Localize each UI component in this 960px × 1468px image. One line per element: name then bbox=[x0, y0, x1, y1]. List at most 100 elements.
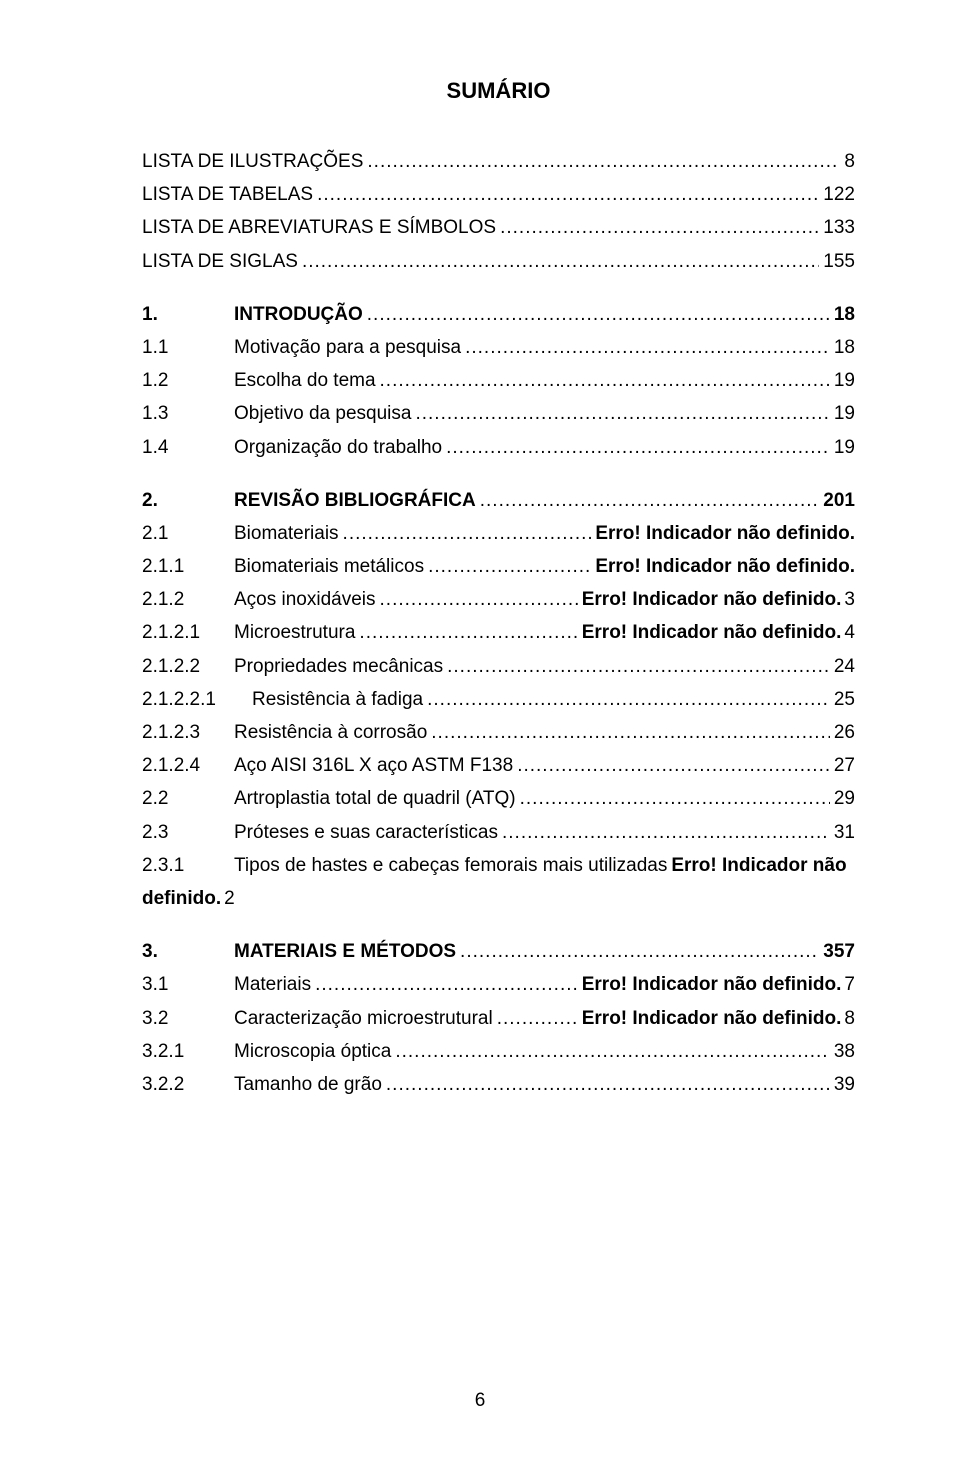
toc-leader bbox=[431, 723, 830, 742]
toc-line: LISTA DE ABREVIATURAS E SÍMBOLOS 133 bbox=[142, 218, 855, 237]
toc-entry-label: LISTA DE TABELAS bbox=[142, 185, 313, 204]
toc-line: 3.2Caracterização microestruturalErro! I… bbox=[142, 1009, 855, 1028]
toc-entry-label: Propriedades mecânicas bbox=[234, 657, 443, 676]
toc-line: 2.1.2.2.1Resistência à fadiga25 bbox=[142, 690, 855, 709]
toc-entry-number: 3. bbox=[142, 942, 234, 961]
toc-entry-number: 2.1.2.2.1 bbox=[142, 690, 252, 709]
toc-entry-error: Erro! Indicador não definido. bbox=[595, 557, 855, 576]
toc-entry-number: 2.1.2.4 bbox=[142, 756, 234, 775]
toc-leader bbox=[343, 524, 592, 543]
toc-line: LISTA DE ILUSTRAÇÕES8 bbox=[142, 152, 855, 171]
toc-entry-page: 27 bbox=[834, 756, 855, 775]
toc-entry-label: Escolha do tema bbox=[234, 371, 376, 390]
toc-entry-label: LISTA DE ABREVIATURAS E SÍMBOLOS bbox=[142, 218, 496, 237]
toc-leader bbox=[446, 438, 830, 457]
toc-entry-page: 19 bbox=[834, 404, 855, 423]
table-of-contents: LISTA DE ILUSTRAÇÕES8LISTA DE TABELAS122… bbox=[142, 152, 855, 1094]
toc-entry-tail: 4 bbox=[844, 623, 855, 642]
toc-entry-number: 3.1 bbox=[142, 975, 234, 994]
toc-entry-label: Microestrutura bbox=[234, 623, 355, 642]
toc-entry-number: 1.1 bbox=[142, 338, 234, 357]
document-page: SUMÁRIO LISTA DE ILUSTRAÇÕES8LISTA DE TA… bbox=[0, 0, 960, 1468]
toc-entry-number: 3.2 bbox=[142, 1009, 234, 1028]
toc-entry-label: Artroplastia total de quadril (ATQ) bbox=[234, 789, 516, 808]
toc-entry-label: Objetivo da pesquisa bbox=[234, 404, 411, 423]
toc-entry-page: 31 bbox=[834, 823, 855, 842]
toc-leader bbox=[465, 338, 830, 357]
toc-entry-number: 2.1.2.3 bbox=[142, 723, 234, 742]
toc-line: LISTA DE SIGLAS 155 bbox=[142, 252, 855, 271]
toc-entry-label: Biomateriais bbox=[234, 524, 339, 543]
toc-entry-label: Motivação para a pesquisa bbox=[234, 338, 461, 357]
toc-leader bbox=[497, 1009, 578, 1028]
toc-leader bbox=[386, 1075, 830, 1094]
toc-entry-number: 1.4 bbox=[142, 438, 234, 457]
toc-line: 1.4Organização do trabalho19 bbox=[142, 438, 855, 457]
toc-line: 3.1MateriaisErro! Indicador não definido… bbox=[142, 975, 855, 994]
toc-line: 1.INTRODUÇÃO18 bbox=[142, 305, 855, 324]
toc-entry-page: 25 bbox=[834, 690, 855, 709]
toc-leader bbox=[367, 152, 840, 171]
toc-entry-number: 3.2.1 bbox=[142, 1042, 234, 1061]
toc-leader bbox=[380, 371, 830, 390]
toc-line: 3.2.2Tamanho de grão39 bbox=[142, 1075, 855, 1094]
toc-leader bbox=[302, 252, 819, 271]
toc-entry-tail: 8 bbox=[844, 1009, 855, 1028]
toc-entry-page: 19 bbox=[834, 438, 855, 457]
toc-entry-label: Caracterização microestrutural bbox=[234, 1009, 493, 1028]
toc-entry-number: 2. bbox=[142, 491, 234, 510]
toc-entry-page: 155 bbox=[823, 252, 855, 271]
toc-entry-number: 2.2 bbox=[142, 789, 234, 808]
toc-line: LISTA DE TABELAS 122 bbox=[142, 185, 855, 204]
toc-entry-error: Erro! Indicador não definido. bbox=[582, 590, 842, 609]
toc-entry-page: 38 bbox=[834, 1042, 855, 1061]
page-title: SUMÁRIO bbox=[142, 78, 855, 104]
toc-entry-label: Microscopia óptica bbox=[234, 1042, 391, 1061]
toc-leader bbox=[395, 1042, 830, 1061]
toc-gap bbox=[142, 922, 855, 942]
toc-entry-label: Próteses e suas características bbox=[234, 823, 498, 842]
toc-leader bbox=[428, 557, 591, 576]
toc-leader bbox=[502, 823, 830, 842]
toc-line: 2.2Artroplastia total de quadril (ATQ) 29 bbox=[142, 789, 855, 808]
toc-line: 1.1Motivação para a pesquisa18 bbox=[142, 338, 855, 357]
page-number: 6 bbox=[0, 1390, 960, 1412]
toc-line: 2.1.2.3Resistência à corrosão26 bbox=[142, 723, 855, 742]
toc-line: 2.1.2.1MicroestruturaErro! Indicador não… bbox=[142, 623, 855, 642]
toc-leader bbox=[517, 756, 830, 775]
toc-leader bbox=[520, 789, 830, 808]
toc-entry-page: 133 bbox=[823, 218, 855, 237]
toc-entry-number: 1.3 bbox=[142, 404, 234, 423]
toc-entry-label: Tamanho de grão bbox=[234, 1075, 382, 1094]
toc-entry-error: Erro! Indicador não definido. bbox=[582, 623, 842, 642]
toc-leader bbox=[500, 218, 819, 237]
toc-entry-tail: 3 bbox=[844, 590, 855, 609]
toc-entry-number: 2.1.1 bbox=[142, 557, 234, 576]
toc-line: 2.1BiomateriaisErro! Indicador não defin… bbox=[142, 524, 855, 543]
toc-line: 2.1.2.4Aço AISI 316L X aço ASTM F13827 bbox=[142, 756, 855, 775]
toc-entry-page: 201 bbox=[823, 491, 855, 510]
toc-leader bbox=[359, 623, 577, 642]
toc-line: 3.MATERIAIS E MÉTODOS357 bbox=[142, 942, 855, 961]
toc-leader bbox=[317, 185, 819, 204]
toc-entry-page: 357 bbox=[823, 942, 855, 961]
toc-line: 2.REVISÃO BIBLIOGRÁFICA201 bbox=[142, 491, 855, 510]
toc-line: 3.2.1Microscopia óptica 38 bbox=[142, 1042, 855, 1061]
toc-entry-label: LISTA DE SIGLAS bbox=[142, 252, 298, 271]
toc-entry-tail: 7 bbox=[844, 975, 855, 994]
toc-entry-label: LISTA DE ILUSTRAÇÕES bbox=[142, 152, 363, 171]
toc-entry-number: 2.1 bbox=[142, 524, 234, 543]
toc-entry-error: Erro! Indicador não definido. bbox=[582, 975, 842, 994]
toc-entry-page: 39 bbox=[834, 1075, 855, 1094]
toc-entry-page: 122 bbox=[823, 185, 855, 204]
toc-entry-number: 2.1.2 bbox=[142, 590, 234, 609]
toc-line: 2.1.2Aços inoxidáveisErro! Indicador não… bbox=[142, 590, 855, 609]
toc-line: 1.2Escolha do tema19 bbox=[142, 371, 855, 390]
toc-entry-page: 29 bbox=[834, 789, 855, 808]
toc-line: 2.3Próteses e suas características31 bbox=[142, 823, 855, 842]
toc-entry-number: 2.3.1 bbox=[142, 856, 234, 875]
toc-entry-number: 1. bbox=[142, 305, 234, 324]
toc-entry-label: Resistência à corrosão bbox=[234, 723, 427, 742]
toc-leader bbox=[415, 404, 829, 423]
toc-entry-label: INTRODUÇÃO bbox=[234, 305, 363, 324]
